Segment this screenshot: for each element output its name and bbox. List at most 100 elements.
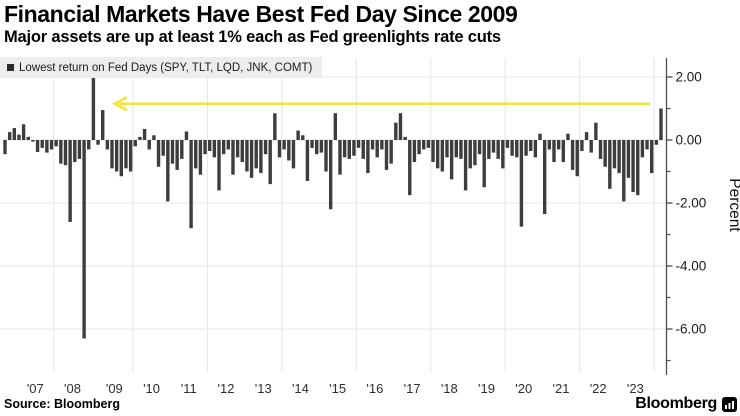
bar xyxy=(156,140,161,167)
bar xyxy=(3,140,7,155)
bar xyxy=(133,140,137,147)
bar xyxy=(412,140,417,163)
x-tick-label: '17 xyxy=(404,381,421,396)
bar xyxy=(310,140,314,148)
source-note: Source: Bloomberg xyxy=(4,397,120,411)
bar xyxy=(477,140,482,155)
bar xyxy=(589,140,593,153)
bar xyxy=(505,140,510,148)
bar xyxy=(166,140,170,202)
bar xyxy=(124,140,128,169)
bloomberg-logo-text: Bloomberg xyxy=(635,395,717,412)
bar xyxy=(454,140,458,158)
bar xyxy=(287,140,291,161)
bar xyxy=(68,140,72,222)
x-labels: '07 '08 '09 '10 '11 '12 '13 '14 '15 '16 '17 '18 '19 '… xyxy=(27,381,644,396)
bar xyxy=(347,140,351,159)
bar xyxy=(617,140,621,174)
bar xyxy=(524,140,528,156)
bar xyxy=(594,122,598,140)
bar xyxy=(580,140,584,152)
bar xyxy=(328,140,333,210)
bar xyxy=(370,140,375,150)
bar xyxy=(496,140,500,159)
bar xyxy=(110,140,114,169)
bar xyxy=(459,140,463,159)
bar xyxy=(324,140,328,172)
bar xyxy=(645,140,649,150)
bar xyxy=(17,134,21,140)
bar xyxy=(366,140,370,174)
bar xyxy=(142,128,147,140)
bar xyxy=(422,140,426,150)
bar xyxy=(631,140,635,192)
bar xyxy=(640,140,645,158)
bar xyxy=(608,140,612,189)
y-tick-label: -6.00 xyxy=(676,322,707,337)
bar xyxy=(380,140,384,150)
bar xyxy=(510,140,514,156)
bar xyxy=(105,140,110,150)
bar xyxy=(301,135,305,140)
bar xyxy=(398,113,403,140)
gridlines xyxy=(0,58,667,372)
x-tick-label: '18 xyxy=(441,381,458,396)
bar xyxy=(282,140,286,150)
y-tick-label: 2.00 xyxy=(676,70,702,85)
bar xyxy=(91,75,96,140)
page-subtitle: Major assets are up at least 1% each as … xyxy=(4,28,501,46)
x-tick-label: '15 xyxy=(329,381,346,396)
bar xyxy=(501,140,505,169)
bar xyxy=(263,140,268,155)
bar xyxy=(352,140,356,156)
bar xyxy=(77,140,82,159)
y-tick-label: -2.00 xyxy=(676,196,707,211)
bar xyxy=(63,140,68,166)
y-tick-label: -4.00 xyxy=(676,259,707,274)
bar xyxy=(482,140,486,188)
bar xyxy=(235,140,240,158)
bar xyxy=(128,140,133,172)
bar xyxy=(180,140,184,159)
bar xyxy=(305,140,310,181)
bar xyxy=(217,140,221,191)
bar xyxy=(338,140,342,175)
bar xyxy=(31,140,35,142)
bar xyxy=(319,140,324,153)
legend-swatch-icon xyxy=(7,64,14,71)
bar xyxy=(598,140,603,159)
bars-group xyxy=(3,75,663,339)
chart-legend: Lowest return on Fed Days (SPY, TLT, LQD… xyxy=(0,57,323,78)
bar xyxy=(435,140,440,169)
bar xyxy=(408,140,412,196)
bloomberg-logo: Bloomberg xyxy=(635,395,737,413)
bar xyxy=(519,140,524,227)
bar xyxy=(622,140,626,202)
bar xyxy=(654,140,659,145)
bar xyxy=(254,140,258,169)
arrow-annotation xyxy=(112,96,650,112)
x-tick-label: '10 xyxy=(143,381,160,396)
x-tick-label: '07 xyxy=(27,381,44,396)
bar xyxy=(515,140,519,158)
y-axis-title: Percent xyxy=(726,178,740,232)
bar xyxy=(82,140,86,339)
bar xyxy=(417,140,421,155)
bar xyxy=(170,140,175,164)
bar xyxy=(575,140,579,177)
bar xyxy=(384,140,389,170)
bar xyxy=(7,132,12,140)
bar xyxy=(189,140,193,229)
bar xyxy=(249,140,254,178)
bar xyxy=(561,140,565,163)
bar xyxy=(603,140,607,167)
x-tick-label: '09 xyxy=(106,381,123,396)
bar xyxy=(96,140,100,145)
bar xyxy=(119,140,124,177)
bar xyxy=(394,122,398,140)
bar xyxy=(356,140,361,148)
bar xyxy=(152,135,156,140)
bar xyxy=(194,140,198,169)
bar xyxy=(426,140,431,148)
